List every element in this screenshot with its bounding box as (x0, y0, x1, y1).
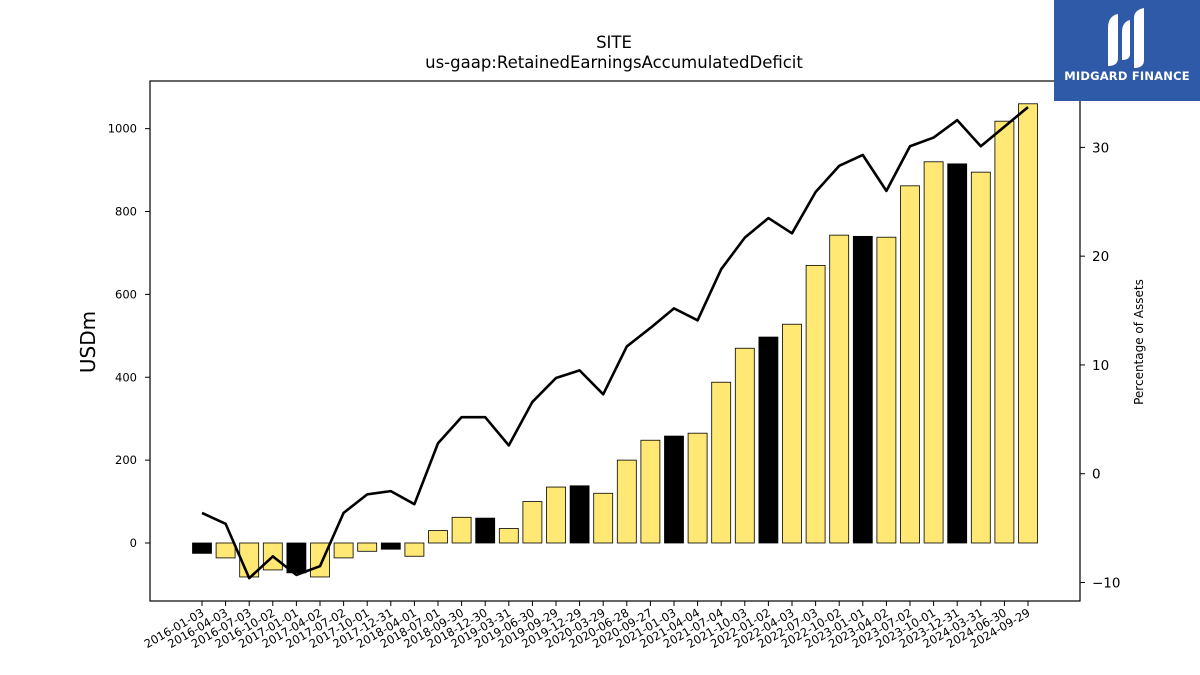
bar-2023-12-31 (947, 163, 968, 544)
bar-2021-10-03 (734, 347, 755, 544)
bar-2022-04-03 (782, 323, 802, 544)
chart-subtitle: us-gaap:RetainedEarningsAccumulatedDefic… (425, 53, 803, 72)
bar-2024-06-30 (994, 120, 1015, 544)
y-tick-label: 800 (115, 205, 137, 219)
bar-2016-01-03 (192, 542, 212, 554)
bar-2018-04-01 (404, 542, 425, 557)
bar-2019-12-29 (569, 485, 590, 544)
y-axis-label: USDm (76, 311, 100, 373)
bar-2022-07-03 (805, 264, 826, 544)
bar-2022-10-02 (829, 234, 850, 544)
plot-area (149, 80, 1081, 602)
bar-2023-10-01 (923, 161, 944, 544)
y-tick-label: 200 (115, 453, 137, 467)
y2-axis-label: Percentage of Assets (1132, 279, 1146, 405)
bar-2020-06-28 (616, 459, 637, 544)
bar-2023-07-02 (900, 185, 920, 544)
bar-2019-06-30 (522, 501, 543, 544)
bar-2017-07-02 (333, 542, 354, 559)
y2-tick-label: 30 (1092, 140, 1109, 156)
bar-2017-12-31 (380, 542, 401, 550)
y2-tick-label: 20 (1092, 249, 1109, 265)
y-tick-label: 600 (115, 287, 137, 301)
y2-tick-label: 10 (1092, 358, 1109, 374)
y2-tick-label: 0 (1092, 467, 1101, 483)
bar-2021-07-04 (711, 381, 732, 544)
brand-logo: MIDGARD FINANCE (1054, 0, 1200, 101)
y-tick-label: 1000 (108, 122, 137, 136)
bar-2022-01-02 (758, 336, 779, 544)
bar-2020-03-29 (593, 492, 614, 544)
y-tick-label: 0 (130, 536, 137, 550)
chart-title: SITE (596, 33, 632, 52)
midgard-mark-icon (1108, 8, 1144, 68)
bar-2018-12-30 (475, 517, 496, 544)
bar-2024-03-31 (970, 171, 991, 544)
bar-2021-01-03 (664, 435, 684, 544)
percentage-line (201, 106, 1029, 580)
bar-2020-09-27 (640, 439, 661, 544)
brand-name: MIDGARD FINANCE (1064, 69, 1190, 83)
bar-2023-04-02 (876, 236, 897, 544)
bar-2016-04-03 (215, 542, 236, 559)
bar-2019-09-29 (546, 486, 566, 544)
bar-2019-03-31 (498, 528, 519, 544)
bar-2024-09-29 (1018, 103, 1038, 544)
bar-2021-04-04 (687, 432, 708, 544)
y-tick-label: 400 (115, 370, 137, 384)
y2-tick-label: −10 (1092, 576, 1121, 592)
bar-2023-01-01 (852, 235, 873, 544)
bar-2017-10-01 (357, 542, 378, 552)
bar-2017-01-01 (286, 542, 307, 574)
bar-2018-09-30 (451, 516, 472, 544)
bar-2018-07-01 (428, 530, 448, 544)
